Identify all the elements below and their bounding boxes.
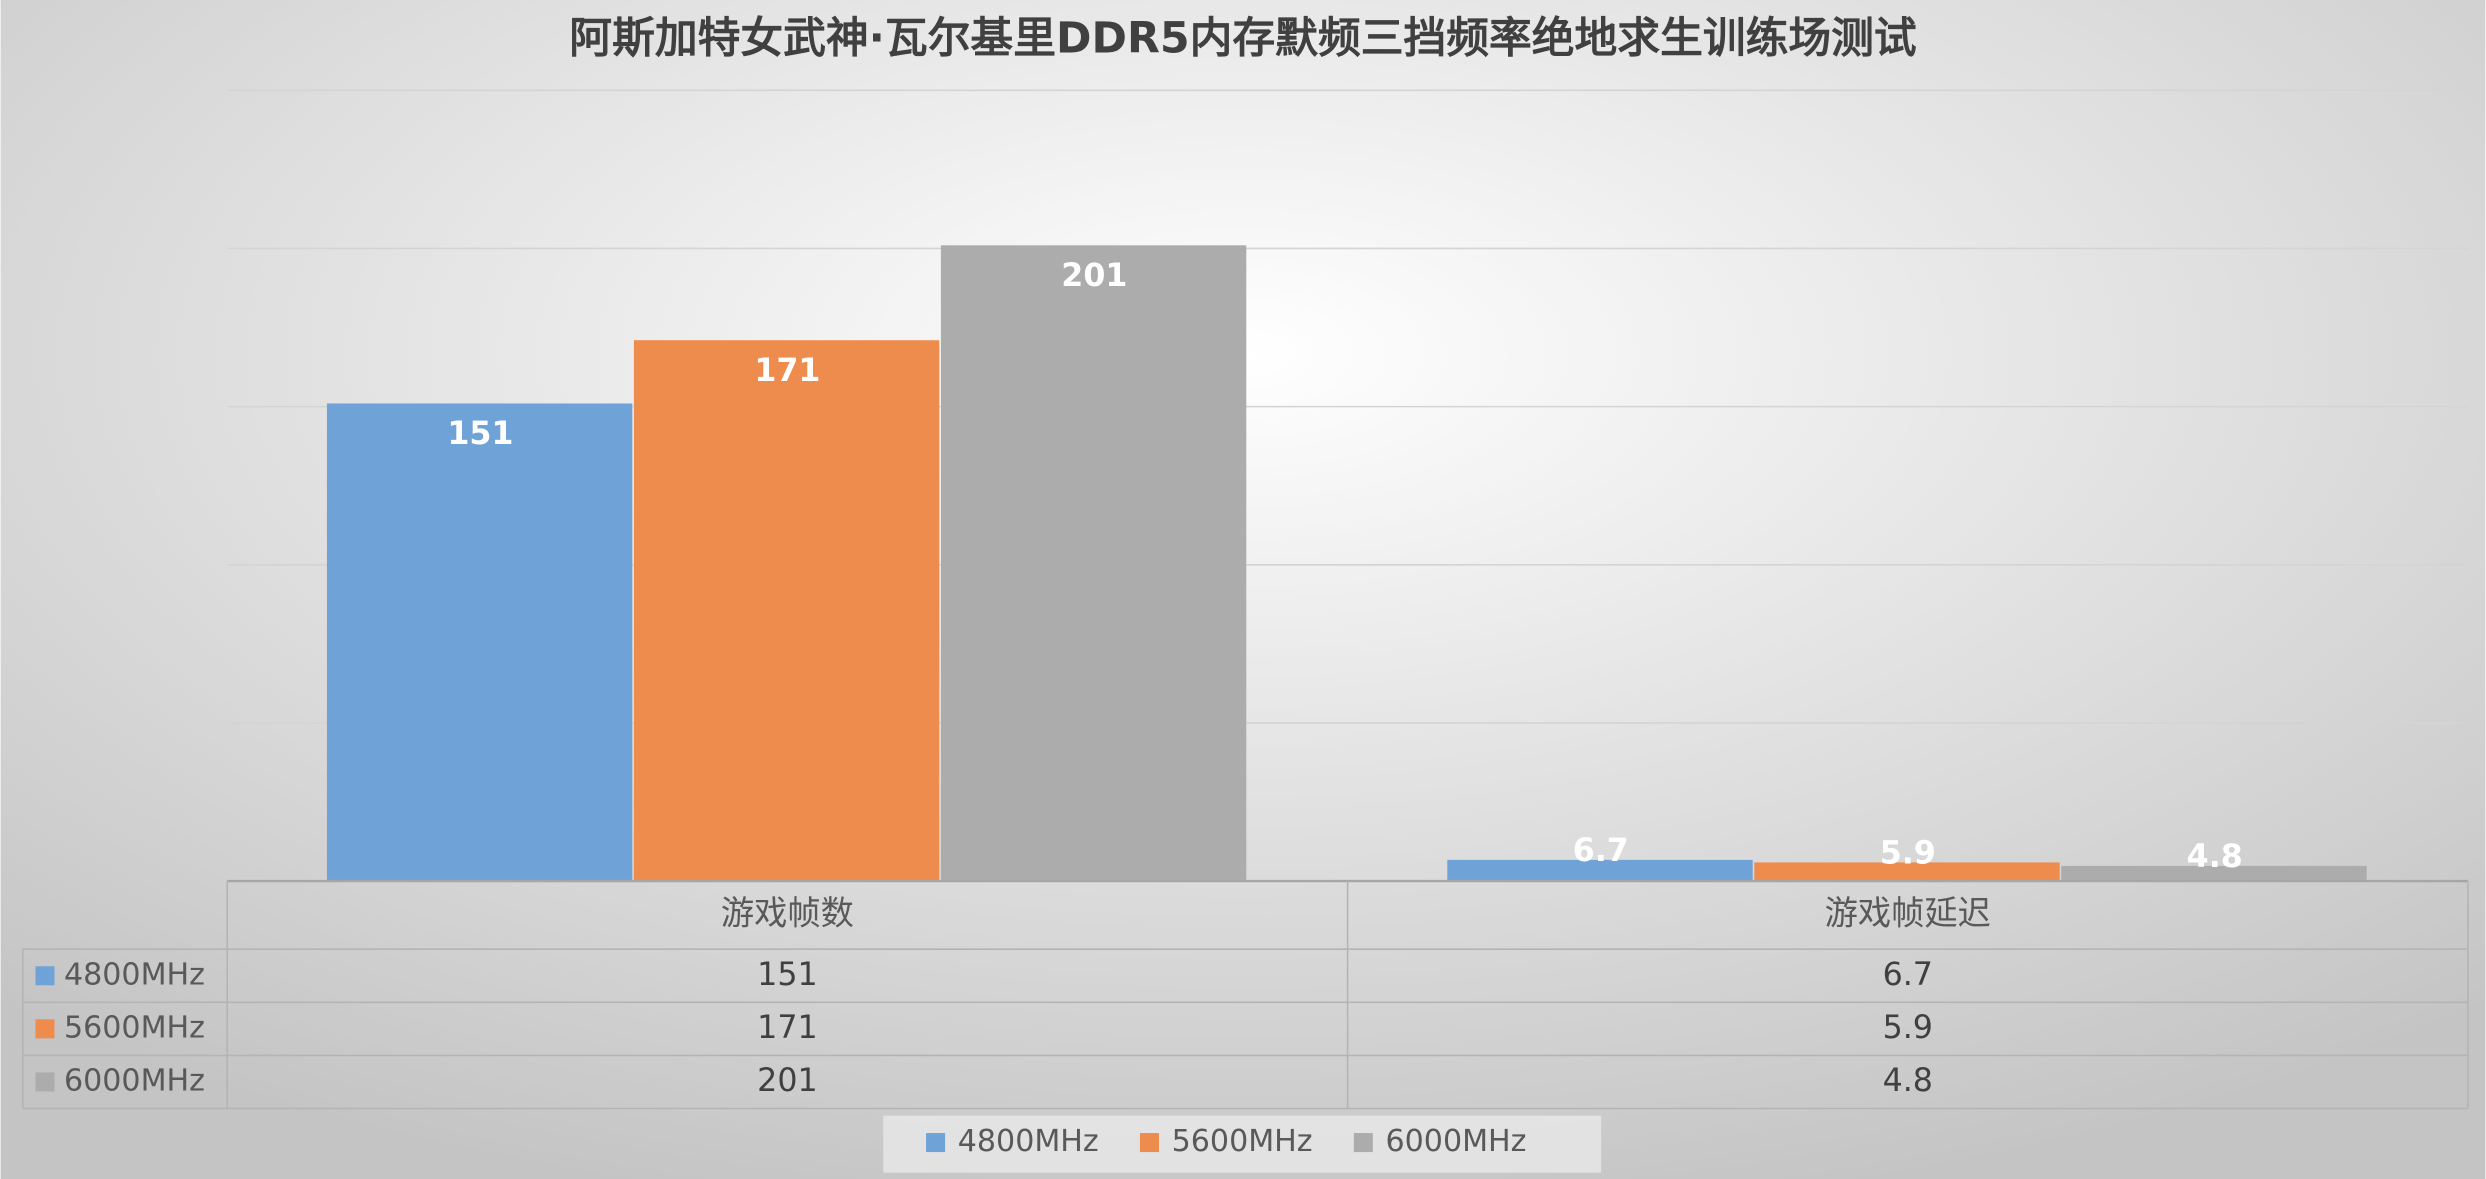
- legend-label: 4800MHz: [958, 1124, 1099, 1159]
- data-label: 171: [754, 353, 820, 389]
- table-legend-key: [35, 1019, 55, 1039]
- table-cell: 201: [757, 1063, 817, 1099]
- chart-title: 阿斯加特女武神·瓦尔基里DDR5内存默频三挡频率绝地求生训练场测试: [569, 14, 1917, 64]
- table-row-label: 5600MHz: [64, 1010, 205, 1045]
- x-tick-label: 游戏帧数: [721, 894, 854, 933]
- legend-label: 5600MHz: [1172, 1124, 1313, 1159]
- table-cell: 4.8: [1883, 1063, 1933, 1099]
- data-label: 5.9: [1880, 835, 1936, 871]
- table-cell: 5.9: [1883, 1010, 1933, 1046]
- legend-label: 6000MHz: [1386, 1124, 1527, 1159]
- data-label: 4.8: [2187, 839, 2243, 875]
- bar: [940, 245, 1247, 882]
- legend-key: [926, 1133, 946, 1153]
- data-label: 151: [447, 416, 513, 452]
- table-cell: 171: [757, 1010, 817, 1046]
- bar: [633, 340, 940, 882]
- x-tick-label: 游戏帧延迟: [1825, 894, 1991, 933]
- table-cell: 151: [757, 957, 817, 993]
- table-legend-key: [35, 1072, 55, 1092]
- bar: [326, 403, 633, 882]
- legend-key: [1139, 1133, 1159, 1153]
- table-row-label: 6000MHz: [64, 1063, 205, 1098]
- legend-box: [883, 1115, 1602, 1173]
- table-cell: 6.7: [1883, 957, 1933, 993]
- bar: [2061, 865, 2367, 882]
- table-row-label: 4800MHz: [64, 957, 205, 992]
- data-label: 201: [1061, 258, 1127, 294]
- legend-key: [1353, 1133, 1373, 1153]
- table-legend-key: [35, 966, 55, 986]
- bar: [1447, 859, 1753, 882]
- bar: [1754, 862, 2060, 882]
- data-label: 6.7: [1573, 833, 1629, 869]
